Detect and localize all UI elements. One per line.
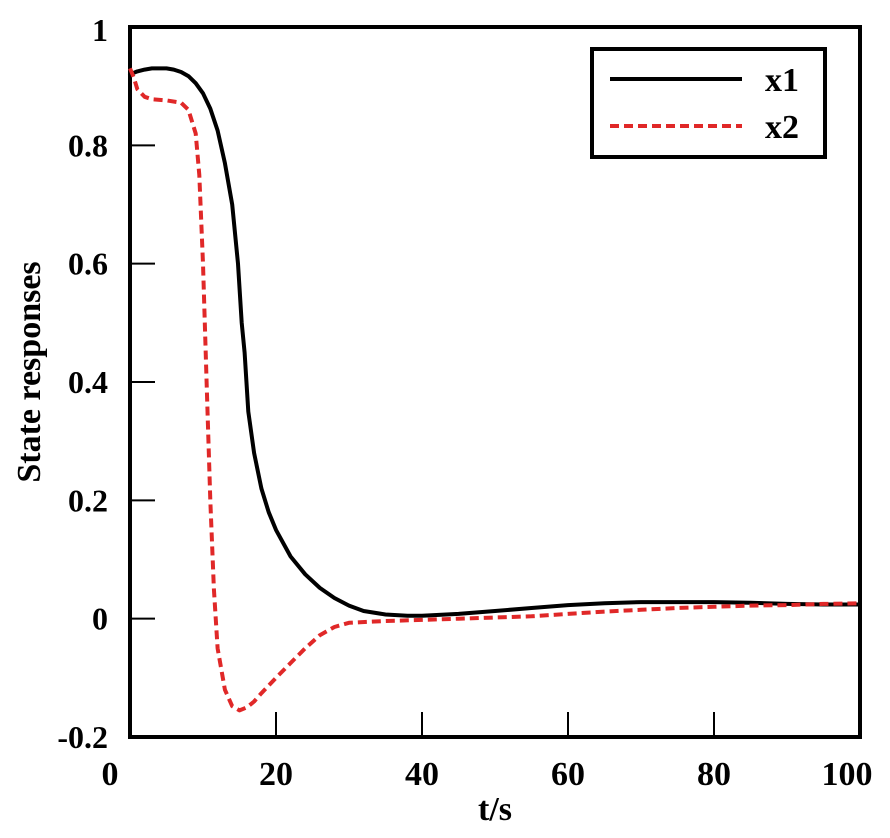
y-tick-label: 1	[92, 12, 108, 48]
y-tick-label: 0.8	[68, 127, 108, 163]
x-tick-label: 100	[822, 756, 873, 793]
y-axis-ticks: -0.2 0 0.2 0.4 0.6 0.8 1	[57, 12, 155, 755]
y-tick-label: 0.2	[68, 482, 108, 518]
y-tick-label: 0	[92, 601, 108, 637]
legend-box	[590, 47, 827, 159]
x-tick-label: 60	[551, 756, 585, 793]
x-tick-label: 80	[697, 756, 731, 793]
y-tick-label: 0.4	[68, 364, 108, 400]
x-tick-label: 0	[102, 756, 119, 793]
x-axis-ticks: 0 20 40 60 80 100	[102, 712, 873, 793]
legend-label-x1: x1	[765, 62, 799, 99]
legend-label-x2: x2	[765, 109, 799, 146]
y-tick-label: 0.6	[68, 246, 108, 282]
series-line-x1	[128, 66, 862, 618]
y-tick-label: -0.2	[57, 719, 108, 755]
y-axis-label: State responses	[11, 261, 48, 482]
x-tick-label: 20	[259, 756, 293, 793]
x-axis-label: t/s	[478, 791, 512, 828]
x-tick-label: 40	[405, 756, 439, 793]
series-layer	[128, 66, 862, 713]
series-line-x2	[128, 67, 861, 713]
